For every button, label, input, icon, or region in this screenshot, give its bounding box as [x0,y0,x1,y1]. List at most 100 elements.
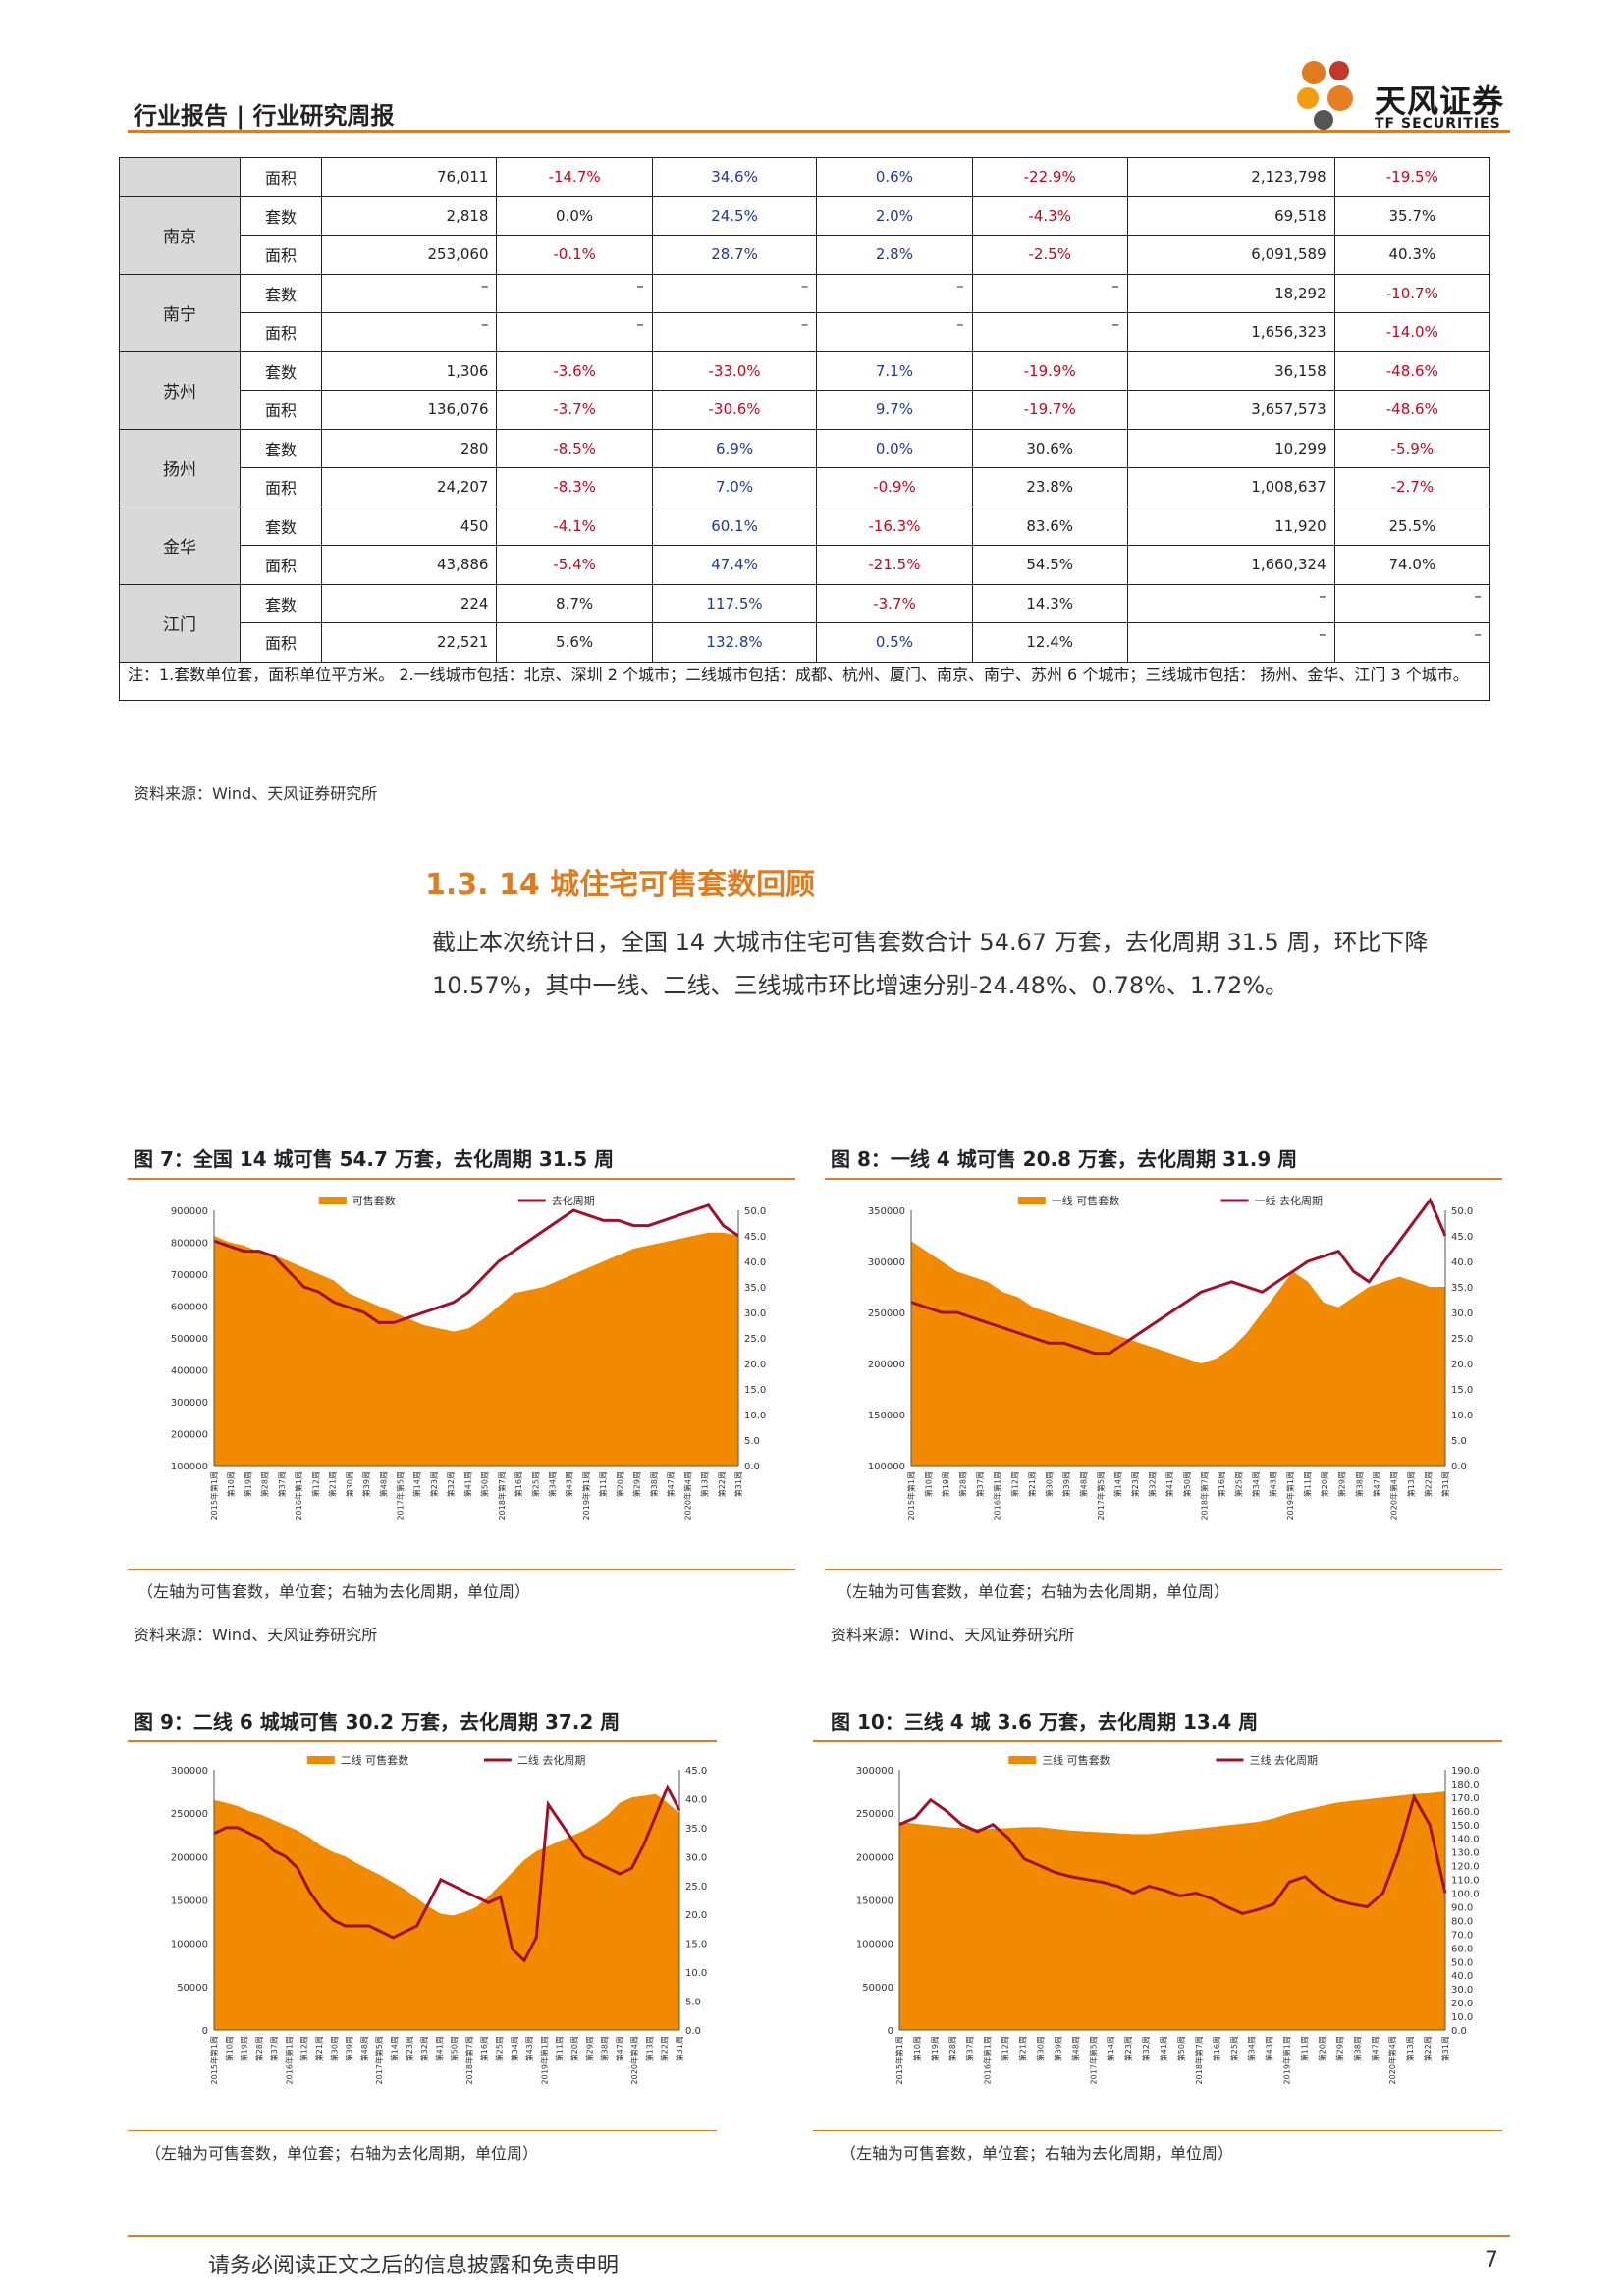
chart-legend: 二线 可售套数 二线 去化周期 [306,1753,585,1767]
table-cell-value: -10.7% [1333,273,1491,313]
y2-tick-label: 15.0 [685,1940,707,1950]
table-cell-metric: 面积 [240,157,322,197]
table-cell-value: 5.6% [496,622,653,663]
y-tick-label: 0 [888,2026,893,2037]
y-tick-label: 100000 [171,1462,208,1472]
table-cell-value: 7.1% [816,350,973,391]
x-tick-label: 第37周 [277,1471,287,1497]
x-tick-label: 第34周 [548,1471,558,1497]
table-cell-value: – [971,312,1128,352]
table-cell-value: 6,091,589 [1126,235,1335,275]
y-tick-label: 100000 [856,1940,893,1950]
table-note: 注：1.套数单位套，面积单位平方米。 2.一线城市包括：北京、深圳 2 个城市；… [119,661,1490,701]
logo-text-cn: 天风证券 [1375,82,1505,120]
y-tick-label: 50000 [177,1983,208,1994]
table-cell-value: 30.6% [971,428,1128,468]
y2-tick-label: 30.0 [1451,1308,1473,1319]
y2-tick-label: 25.0 [1451,1334,1473,1345]
x-tick-label: 第32周 [446,1471,456,1497]
x-tick-label: 第20周 [615,1471,624,1497]
x-tick-label: 第19周 [240,2036,249,2061]
x-tick-label: 第16周 [514,1471,523,1497]
table-cell-value: 0.0% [496,195,653,236]
x-tick-label: 2015年第1周 [209,2036,219,2084]
y2-tick-label: 30.0 [685,1852,707,1863]
y-tick-label: 300000 [171,1398,208,1409]
fig9-chart: 二线 可售套数 二线 去化周期 300000 250000 200000 150000 10… [171,1753,707,2084]
fig10-note: （左轴为可售套数，单位套；右轴为去化周期，单位周） [840,2144,1234,2163]
legend-label-line: 三线 去化周期 [1249,1753,1318,1767]
y2-tick-label: 90.0 [1451,1902,1473,1913]
table-cell-value: -21.5% [816,545,973,585]
x-tick-label: 第28周 [260,1471,270,1497]
area-series [214,1232,738,1466]
table-cell-value: 83.6% [971,506,1128,546]
x-tick-label: 第29周 [1334,2036,1344,2061]
x-tick-label: 第28周 [254,2036,264,2061]
y-tick-label: 300000 [171,1766,208,1777]
logo-flower-icon [1297,61,1353,130]
table-cell-value: 25.5% [1333,506,1491,546]
header-divider [128,130,1510,133]
y-tick-label: 50000 [862,1983,893,1994]
x-tick-label: 2019年第1周 [539,2036,549,2084]
table-cell-value: – [1126,583,1335,623]
x-tick-label: 第13周 [700,1471,710,1497]
table-cell-value: 12.4% [971,622,1128,663]
table-cell-value: 14.3% [971,583,1128,623]
x-tick-label: 2020年第4周 [629,2036,639,2084]
y2-tick-label: 120.0 [1451,1862,1480,1873]
x-tick-label: 第23周 [1123,2036,1133,2061]
table-cell-value: -3.7% [816,583,973,623]
table-cell-value: 253,060 [320,235,498,275]
table-cell-value: 35.7% [1333,195,1491,236]
table-row: 扬州 套数 280 -8.5% 6.9% 0.0% 30.6% 10,299 -5.9% [119,428,1491,507]
x-tick-label: 第39周 [361,1471,371,1497]
table-cell-value: – [816,273,973,313]
x-tick-label: 第20周 [1317,2036,1326,2061]
x-tick-label: 2017年第5周 [1088,2036,1098,2084]
page-number: 7 [1485,2248,1498,2272]
fig9-top-rule [128,1740,717,1742]
table-row: 南京 套数 2,818 0.0% 24.5% 2.0% -4.3% 69,518 35.7% [119,195,1491,275]
y-tick-label: 0 [202,2026,208,2037]
x-tick-label: 第25周 [530,1471,540,1497]
x-tick-label: 第50周 [450,2036,460,2061]
y2-tick-label: 45.0 [1451,1232,1473,1243]
area-series [899,1791,1445,2030]
x-tick-label: 第32周 [419,2036,429,2061]
x-tick-label: 第34周 [1251,1471,1261,1497]
table-cell-value: 11,920 [1126,506,1335,546]
x-tick-label: 第43周 [565,1471,574,1497]
x-tick-label: 第16周 [1217,1471,1226,1497]
table-cell-value: -5.4% [496,545,653,585]
table-cell-city: 扬州 [119,428,241,507]
table-cell-value: 43,886 [320,545,498,585]
y2-tick-label: 180.0 [1451,1780,1480,1790]
table-cell-value: -19.9% [971,350,1128,391]
y2-tick-label: 100.0 [1451,1890,1480,1900]
x-tick-label: 第12周 [310,1471,320,1497]
footer-disclaimer: 请务必阅读正文之后的信息披露和免责申明 [208,2254,620,2278]
x-tick-label: 第10周 [924,1471,934,1497]
table-cell-value: 47.4% [651,545,818,585]
x-tick-label: 第38周 [600,2036,610,2061]
table-cell-value: 2.8% [816,235,973,275]
y-tick-label: 150000 [171,1896,208,1907]
table-cell-value: -0.1% [496,235,653,275]
table-cell-value: 1,656,323 [1126,312,1335,352]
table-cell-metric: 面积 [240,545,322,585]
x-tick-label: 第30周 [345,1471,354,1497]
line-series [910,1197,1447,1356]
table-cell-metric: 面积 [240,622,322,663]
table-cell-value: -19.5% [1333,157,1491,197]
x-tick-label: 第48周 [378,1471,388,1497]
y2-tick-label: 50.0 [744,1206,766,1217]
table-cell-value: 60.1% [651,506,818,546]
y2-tick-label: 60.0 [1451,1944,1473,1954]
table-cell-value: – [651,273,818,313]
y-tick-label: 300000 [868,1257,905,1268]
x-tick-label: 第14周 [412,1471,422,1497]
x-tick-label: 第38周 [1354,1471,1364,1497]
x-tick-label: 第43周 [1269,1471,1278,1497]
